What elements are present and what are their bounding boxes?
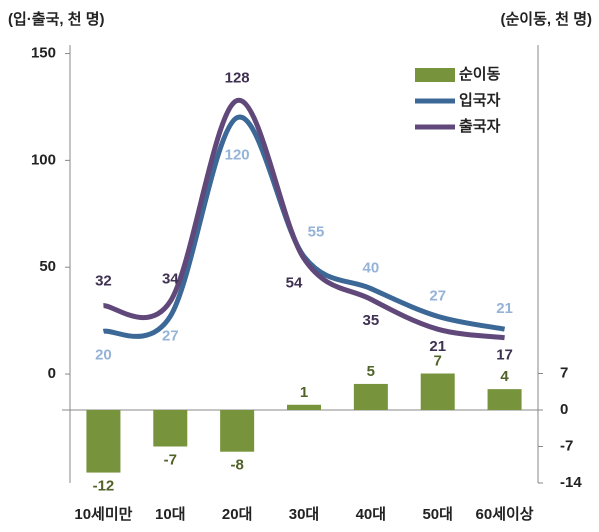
bar-label: -7 xyxy=(164,451,177,468)
line xyxy=(103,98,505,341)
y2-tick-label: 7 xyxy=(560,364,568,381)
bar-label: 7 xyxy=(434,352,442,369)
line-label: 17 xyxy=(496,347,513,364)
bar xyxy=(86,410,121,473)
bar xyxy=(220,410,255,452)
y-tick-label: 0 xyxy=(48,365,56,382)
y2-axis-title: (순이동, 천 명) xyxy=(501,10,593,28)
x-tick-label: 10대 xyxy=(155,506,186,523)
legend-label: 출국자 xyxy=(459,118,501,135)
x-tick-label: 50대 xyxy=(422,506,453,523)
line-label: 21 xyxy=(496,300,513,317)
y-tick-label: 100 xyxy=(31,151,56,168)
y2-tick-label: -7 xyxy=(560,437,573,454)
line-label: 34 xyxy=(162,270,179,287)
x-tick-label: 10세미만 xyxy=(74,506,132,523)
legend-label: 순이동 xyxy=(459,66,501,83)
line-label: 120 xyxy=(225,147,250,164)
bar xyxy=(287,404,321,410)
x-tick-label: 40대 xyxy=(356,506,387,523)
line-label: 27 xyxy=(429,287,446,304)
line-label: 27 xyxy=(162,327,179,344)
line-label: 21 xyxy=(429,338,446,355)
line-label: 35 xyxy=(363,312,380,329)
bar-label: 4 xyxy=(500,368,509,385)
legend-label: 입국자 xyxy=(459,92,501,109)
bar xyxy=(153,410,188,447)
y-tick-label: 50 xyxy=(39,258,56,275)
bar-label: 5 xyxy=(367,363,375,380)
legend-swatch xyxy=(415,68,455,82)
bar xyxy=(487,389,522,410)
y-tick-label: 150 xyxy=(31,45,56,62)
line-label: 40 xyxy=(363,260,380,277)
x-tick-label: 30대 xyxy=(289,506,320,523)
bar xyxy=(420,373,455,410)
x-tick-label: 20대 xyxy=(222,506,253,523)
bar-label: 1 xyxy=(300,384,308,401)
bar-label: -12 xyxy=(93,478,115,495)
line-label: 128 xyxy=(225,70,250,87)
line-label: 20 xyxy=(95,346,112,363)
bar xyxy=(353,383,388,410)
x-tick-label: 60세이상 xyxy=(476,506,534,523)
line-label: 32 xyxy=(95,273,112,290)
line-label: 55 xyxy=(308,223,325,240)
y2-tick-label: -14 xyxy=(560,474,582,491)
line-label: 54 xyxy=(286,275,303,292)
bar-label: -8 xyxy=(230,457,243,474)
y2-tick-label: 0 xyxy=(560,401,568,418)
y-axis-title: (입·출국, 천 명) xyxy=(8,10,105,28)
